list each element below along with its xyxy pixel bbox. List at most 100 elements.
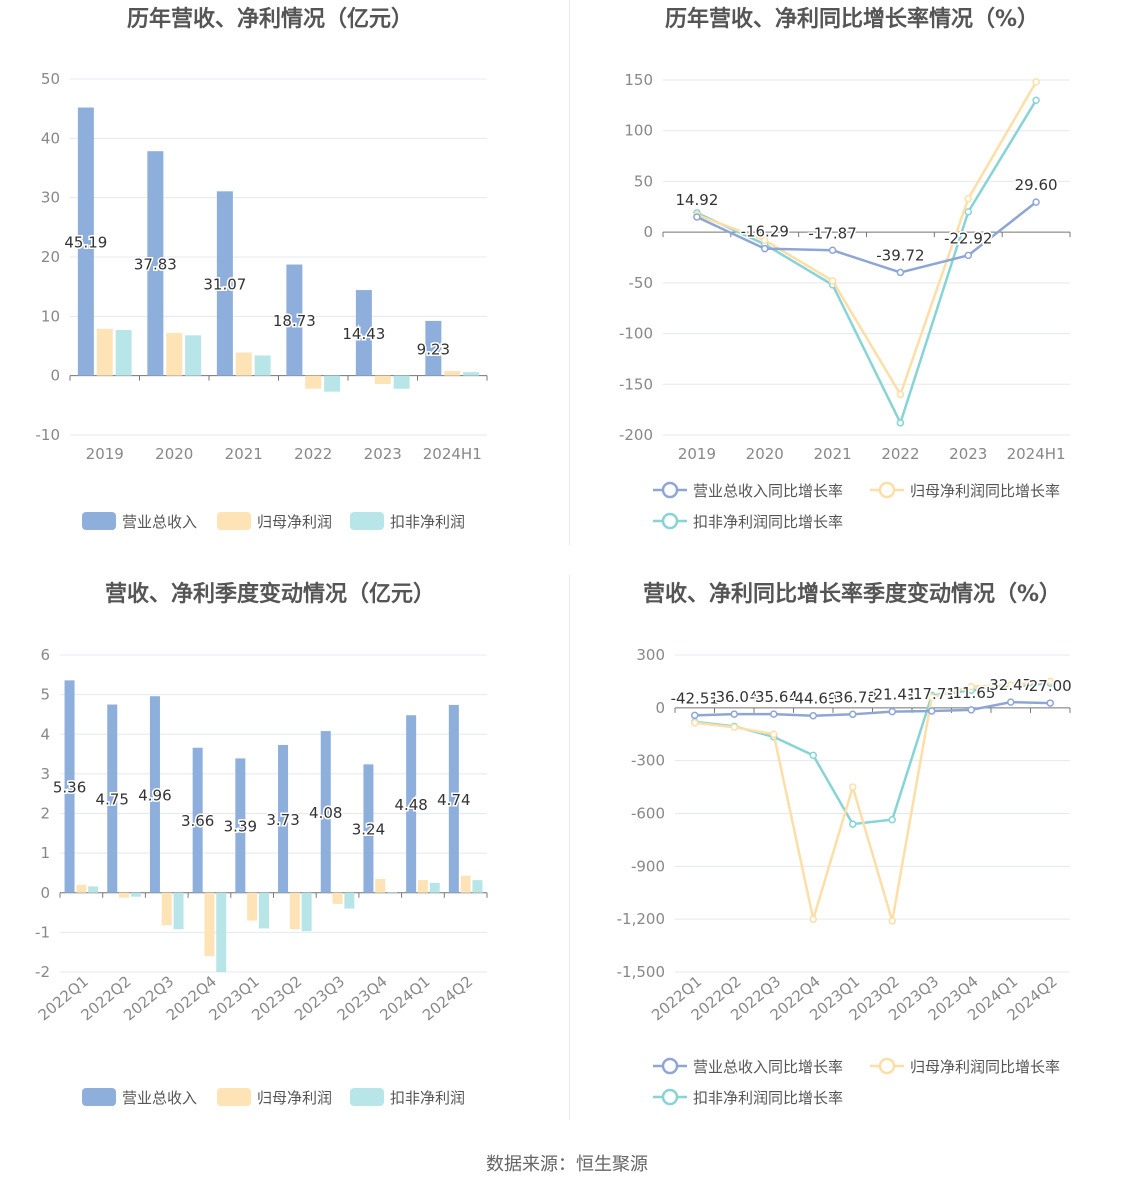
series-point	[849, 783, 857, 791]
legend-label: 归母净利润	[257, 1089, 332, 1107]
y-tick-label: 100	[624, 122, 653, 140]
line-data-label: 27.00	[1029, 677, 1072, 695]
bar-net-profit	[460, 875, 471, 893]
y-tick-label: -200	[619, 426, 653, 444]
y-tick-label: -150	[619, 375, 653, 393]
quarterly-growth-rate-chart: 营收、净利同比增长率季度变动情况（%） 300 0 -300 -600 -900 -1,20…	[570, 575, 1134, 1135]
series-point	[693, 213, 701, 221]
series-point	[828, 277, 837, 285]
bar-deducted-profit	[185, 335, 202, 376]
bar-revenue	[363, 764, 374, 893]
bar-data-label: 4.48	[394, 796, 427, 814]
x-tick-label: 2024H1	[1007, 445, 1066, 463]
annual-growth-rate-chart: 历年营收、净利同比增长率情况（%） 150 100 50 0 -50 -100 -150 -20…	[570, 0, 1134, 560]
bar-deducted-profit	[254, 355, 271, 376]
bar-net-profit	[247, 892, 258, 921]
series-point	[730, 723, 738, 731]
bar-net-profit	[375, 878, 386, 893]
y-tick-label: 10	[41, 307, 60, 325]
bar-data-label: 4.96	[138, 786, 171, 804]
line-data-label: -22.92	[944, 229, 992, 247]
y-tick-label: -1,500	[617, 963, 665, 981]
series-point	[828, 246, 837, 255]
y-tick-label: 6	[40, 646, 50, 664]
series-line-2	[696, 99, 1038, 427]
series-point	[928, 693, 936, 702]
annual-revenue-profit-chart: 历年营收、净利情况（亿元） 50 40 30 20 10 0 -10 2019 2020 2021 2…	[0, 0, 569, 560]
legend-swatch	[82, 1088, 116, 1106]
line-data-label: -11.65	[947, 684, 995, 702]
series-point	[967, 706, 975, 714]
line-data-label: -17.71	[908, 685, 956, 703]
series-line-1	[694, 680, 1051, 922]
series-point	[809, 711, 817, 720]
series-point	[888, 917, 896, 925]
line-data-label: 14.92	[675, 191, 718, 209]
y-tick-label: -1	[35, 923, 50, 941]
chart-title: 营收、净利同比增长率季度变动情况（%）	[643, 581, 1061, 607]
legend-marker	[661, 1088, 679, 1106]
x-tick-label: 2019	[86, 445, 124, 463]
y-tick-label: 0	[643, 223, 653, 241]
bar-net-profit	[417, 880, 428, 893]
bar-revenue	[320, 731, 331, 893]
y-tick-label: 0	[40, 884, 50, 902]
y-tick-label: 1	[40, 844, 50, 862]
legend-label: 营业总收入	[122, 513, 197, 531]
bar-deducted-profit	[429, 882, 440, 893]
bar-revenue	[406, 715, 417, 893]
bar-data-label: 3.24	[352, 821, 385, 839]
legend-label: 归母净利润同比增长率	[910, 482, 1060, 500]
line-data-label: -17.87	[808, 224, 856, 242]
bar-deducted-profit	[387, 891, 398, 893]
bar-deducted-profit	[393, 375, 410, 389]
bar-data-label: 14.43	[342, 325, 385, 343]
chart-svg: 营收、净利同比增长率季度变动情况（%） 300 0 -300 -600 -900 -1,20…	[617, 581, 1074, 1107]
series-line-1	[696, 81, 1038, 398]
quarterly-revenue-profit-chart: 营收、净利季度变动情况（亿元） 6 5 4 3 2 1 0 -1 -2 2022Q1 2022Q2 20…	[0, 575, 569, 1135]
legend-marker	[878, 481, 896, 499]
legend-swatch	[217, 1088, 251, 1106]
bar-net-profit	[444, 370, 461, 376]
series-point	[730, 710, 738, 718]
series-point	[691, 719, 699, 727]
bar-net-profit	[204, 892, 215, 957]
legend-marker	[661, 481, 679, 499]
bar-revenue	[192, 747, 203, 893]
series-line-0	[696, 201, 1037, 274]
series-point	[1007, 698, 1015, 706]
bar-data-label: 4.75	[96, 791, 129, 809]
y-tick-label: 2	[40, 805, 50, 823]
bar-data-label: 45.19	[64, 234, 107, 252]
series-point	[1032, 78, 1040, 86]
series-point	[1007, 681, 1015, 689]
x-tick-label: 2021	[813, 445, 851, 463]
x-tick-label: 2024H1	[423, 445, 482, 463]
bar-net-profit	[76, 884, 87, 893]
line-data-label: -36.04	[710, 688, 758, 706]
y-tick-label: 300	[636, 646, 665, 664]
x-tick-label: 2023	[949, 445, 987, 463]
chart-title: 历年营收、净利情况（亿元）	[127, 6, 413, 32]
line-data-label: -16.29	[741, 223, 789, 241]
legend-marker	[661, 1057, 679, 1075]
bar-revenue	[286, 264, 303, 376]
y-tick-label: 4	[40, 725, 50, 743]
y-tick-label: -50	[629, 274, 654, 292]
legend-marker	[878, 1057, 896, 1075]
series-line-0	[694, 700, 1051, 717]
bar-revenue	[278, 744, 289, 893]
x-tick-label: 2022	[294, 445, 332, 463]
bar-deducted-profit	[463, 372, 480, 376]
series-point	[849, 820, 857, 828]
legend-swatch	[350, 1088, 384, 1106]
bar-data-label: 4.74	[437, 791, 470, 809]
line-data-label: 29.60	[1015, 176, 1058, 194]
legend-swatch	[350, 512, 384, 530]
series-point	[964, 194, 972, 203]
bar-data-label: 31.07	[203, 275, 246, 293]
series-point	[849, 710, 857, 719]
bar-data-label: 3.73	[266, 811, 299, 829]
bar-net-profit	[289, 892, 300, 930]
series-point	[964, 251, 972, 260]
